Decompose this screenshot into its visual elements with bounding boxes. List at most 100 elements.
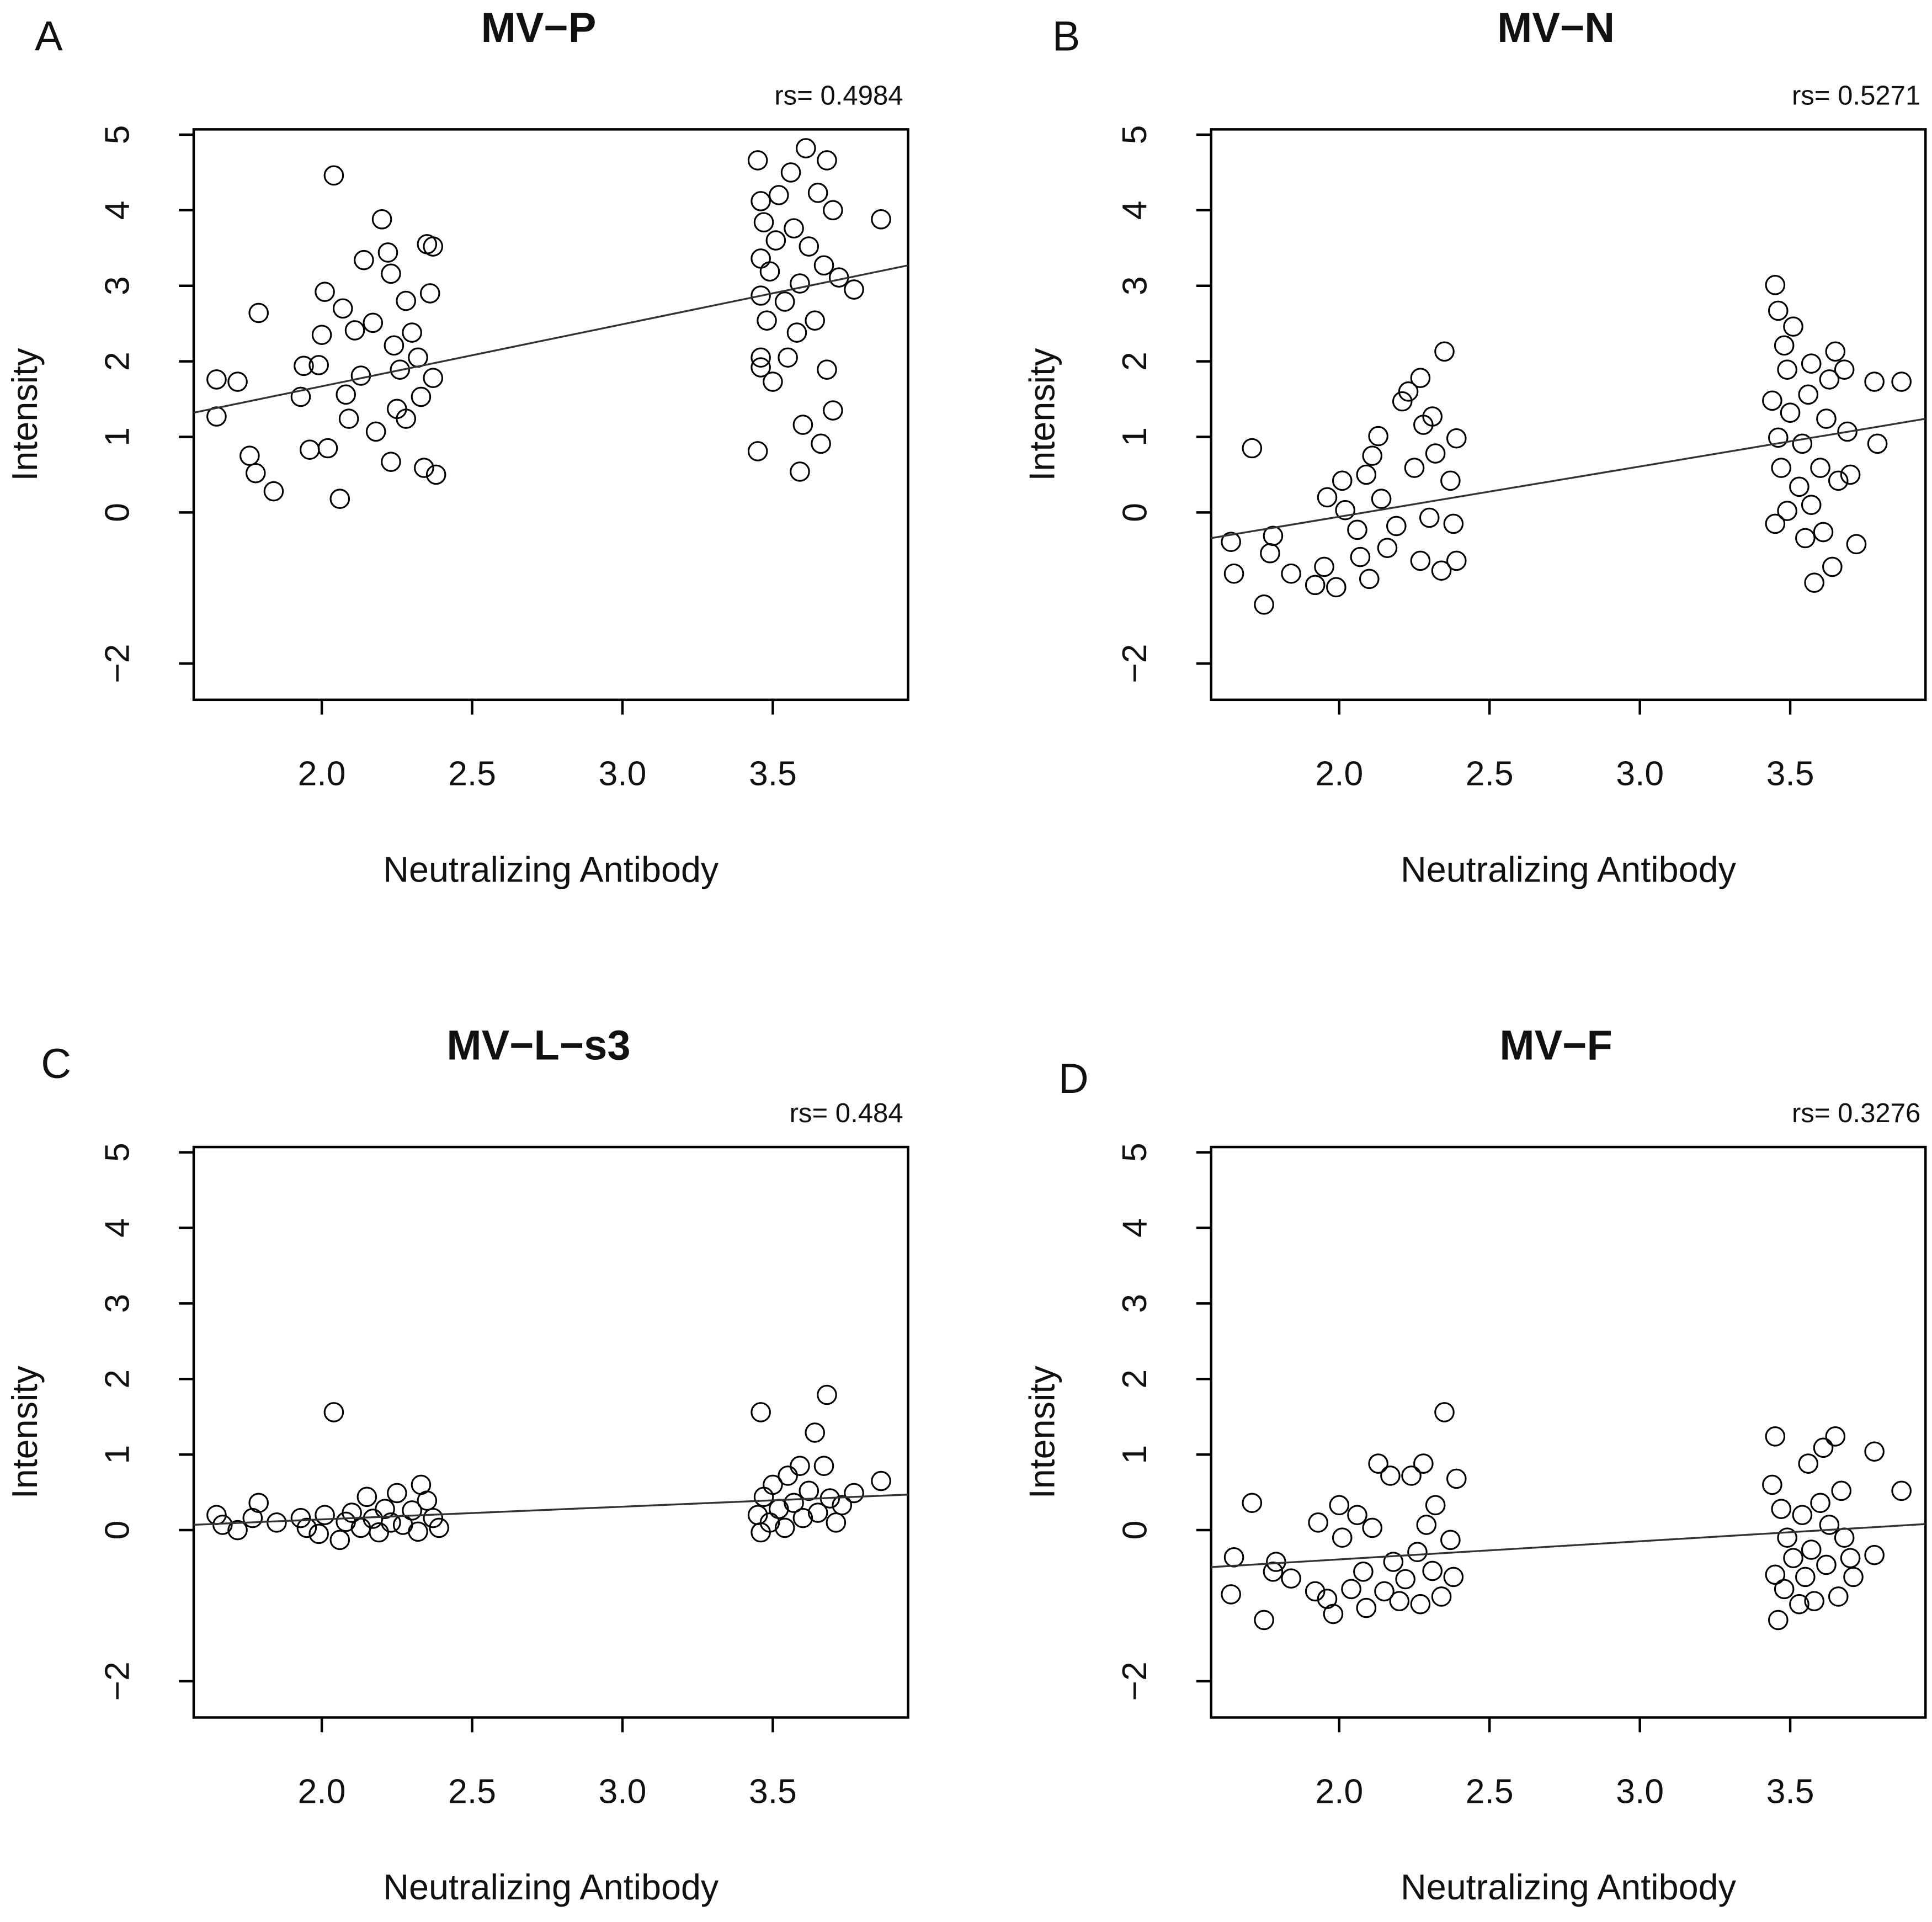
data-point [844, 1483, 864, 1504]
data-point [1404, 458, 1425, 478]
annotation: rs= 0.4984 [774, 81, 903, 110]
data-point [1810, 1493, 1830, 1514]
data-point [1416, 1515, 1437, 1535]
x-tick-label: 2.0 [1315, 755, 1363, 793]
panel-title: MV−L−s3 [446, 1022, 630, 1069]
data-point [792, 415, 813, 435]
data-point [1819, 1515, 1840, 1535]
y-tick-label: 4 [98, 1218, 137, 1238]
data-point [1223, 1547, 1244, 1568]
data-point [1795, 1567, 1816, 1587]
data-point [823, 200, 843, 221]
data-point [402, 322, 422, 343]
data-point [1798, 1453, 1819, 1474]
data-point [1891, 371, 1912, 392]
plot-frame [192, 128, 909, 702]
data-point [1263, 1561, 1284, 1582]
data-point [751, 347, 771, 368]
data-point [1410, 1594, 1431, 1615]
data-point [1891, 1480, 1912, 1501]
data-point [747, 441, 768, 461]
data-point [1281, 563, 1301, 584]
data-point [332, 298, 353, 319]
data-point [1347, 519, 1367, 540]
data-point [377, 242, 398, 263]
data-point [1368, 1453, 1388, 1474]
data-point [419, 283, 440, 304]
data-point [1768, 427, 1789, 448]
data-point [1242, 438, 1263, 459]
data-point [759, 261, 780, 282]
data-point [1440, 1530, 1461, 1551]
data-point [294, 355, 314, 376]
data-point [1825, 341, 1846, 362]
data-point [786, 322, 807, 343]
y-tick-label: 3 [98, 276, 137, 295]
data-point [780, 162, 801, 183]
data-point [390, 359, 411, 380]
data-point [1801, 1539, 1822, 1560]
data-point [363, 312, 384, 333]
x-tick-label: 2.5 [448, 755, 496, 793]
data-point [807, 1502, 828, 1523]
x-tick-label: 2.5 [1466, 755, 1514, 793]
data-point [807, 183, 828, 203]
data-point [1843, 1567, 1864, 1587]
annotation: rs= 0.3276 [1792, 1098, 1920, 1128]
x-tick-label: 3.0 [599, 1772, 647, 1810]
data-point [384, 335, 405, 356]
y-tick-label: 3 [1115, 276, 1154, 295]
x-tick-label: 3.5 [1766, 755, 1814, 793]
x-tick-label: 3.0 [1616, 1772, 1664, 1810]
data-point [1332, 1527, 1353, 1548]
data-point [1765, 275, 1786, 295]
data-point [1816, 408, 1837, 429]
data-point [1383, 1552, 1404, 1572]
data-point [1768, 300, 1789, 321]
data-point [1242, 1493, 1263, 1514]
data-point [267, 1512, 287, 1533]
data-point [1266, 1552, 1286, 1572]
data-point [1335, 500, 1355, 521]
data-point [423, 368, 444, 389]
data-point [1356, 1597, 1377, 1618]
trend-line [193, 1494, 908, 1526]
y-tick-label: −2 [98, 644, 137, 683]
data-point [1419, 507, 1440, 528]
data-point [1813, 522, 1834, 543]
data-point [1798, 384, 1819, 405]
data-point [1783, 1548, 1803, 1568]
trend-line [1211, 1523, 1926, 1568]
data-point [1789, 476, 1809, 497]
data-point [751, 285, 771, 306]
data-point [1350, 546, 1371, 567]
data-point [396, 290, 416, 311]
data-point [1425, 443, 1446, 464]
panel-title: MV−P [481, 4, 597, 51]
y-tick-label: 1 [1115, 427, 1154, 447]
data-point [1840, 464, 1861, 485]
trend-line [1211, 417, 1926, 539]
data-point [813, 255, 834, 276]
data-point [765, 230, 786, 251]
data-point [315, 1505, 335, 1525]
data-point [350, 365, 371, 386]
data-point [371, 209, 392, 230]
data-point [315, 282, 335, 302]
data-point [1443, 513, 1464, 534]
y-tick-label: 1 [1115, 1445, 1154, 1464]
data-point [1765, 1564, 1786, 1585]
y-tick-label: 4 [1115, 200, 1154, 220]
data-point [1834, 359, 1855, 380]
data-point [1305, 1581, 1326, 1602]
data-point [1434, 1402, 1455, 1422]
data-point [227, 1520, 248, 1541]
data-point [778, 347, 798, 368]
y-tick-label: 2 [98, 352, 137, 371]
data-point [365, 421, 386, 442]
panel-letter: C [41, 1040, 71, 1087]
data-point [1771, 1499, 1792, 1519]
data-point [375, 1499, 395, 1519]
